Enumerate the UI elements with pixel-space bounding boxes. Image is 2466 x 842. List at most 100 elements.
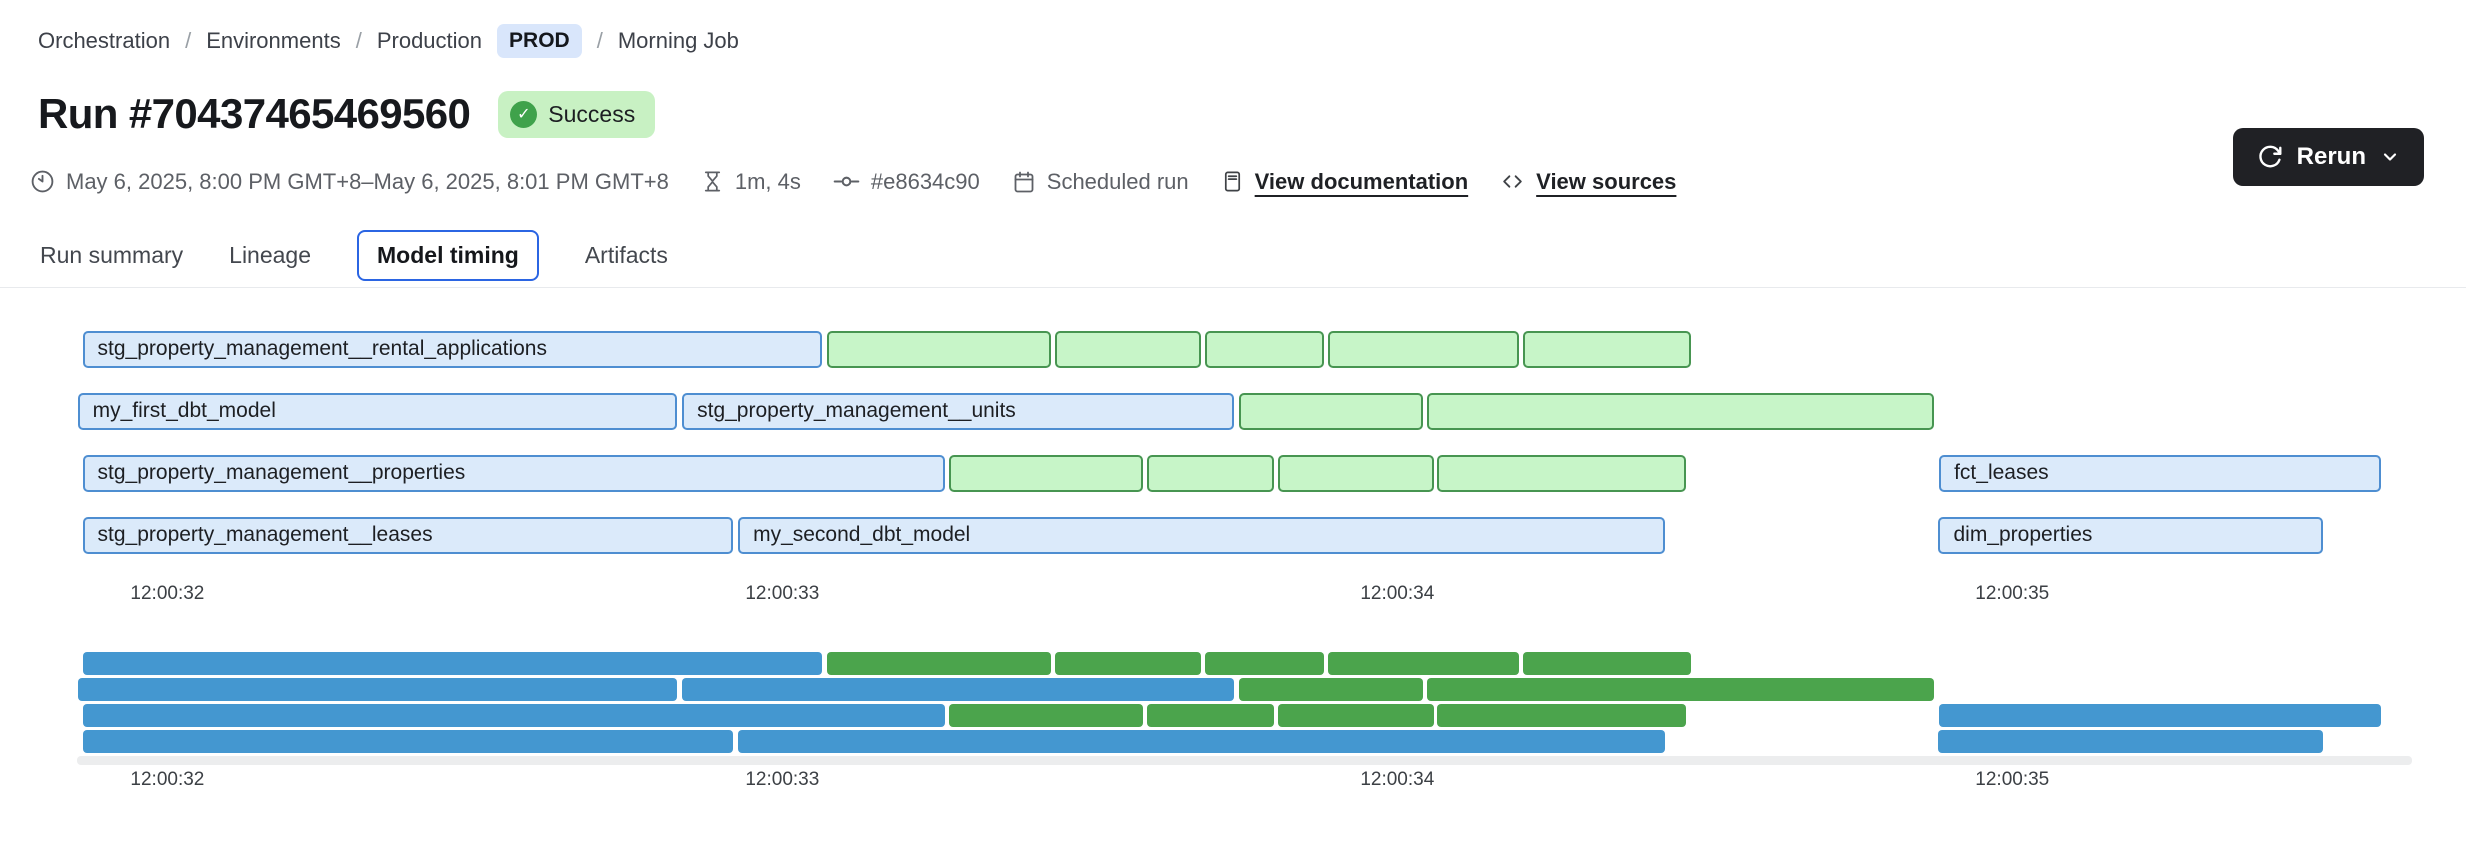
minimap-row [77,678,2412,701]
gantt-bar-model[interactable]: my_first_dbt_model [77,393,677,430]
minimap-bar-test [1205,652,1324,675]
minimap-bar-test [826,652,1052,675]
minimap-bar-model [82,652,823,675]
tab-artifacts[interactable]: Artifacts [584,242,668,268]
minimap-bar-model [738,730,1666,753]
tab-model-timing[interactable]: Model timing [357,230,539,281]
axis-tick-label: 12:00:35 [1975,769,2050,790]
minimap-bar-test [949,704,1144,727]
axis-tick-label: 12:00:34 [1360,583,1435,604]
view-documentation-link[interactable]: View documentation [1221,168,1469,195]
meta-commit: #e8634c90 [833,168,980,195]
gantt-bar-test[interactable] [1327,331,1520,368]
check-icon: ✓ [510,100,538,128]
meta-trigger-text: Scheduled run [1046,168,1189,194]
minimap-bar-test [1522,652,1692,675]
gantt-bar-model[interactable]: stg_property_management__rental_applicat… [82,331,823,368]
minimap-bar-test [1436,704,1687,727]
minimap-bar-model [1939,704,2381,727]
tab-run-summary[interactable]: Run summary [40,242,184,268]
model-timing-minimap[interactable] [77,652,2412,756]
minimap-bar-test [1278,704,1434,727]
gantt-bar-test[interactable] [949,455,1144,492]
gantt-bar-model[interactable]: stg_property_management__properties [82,455,946,492]
minimap-bar-test [1426,678,1935,701]
view-sources-text[interactable]: View sources [1536,168,1677,194]
axis-tick-label: 12:00:32 [130,769,205,790]
model-timing-chart: stg_property_management__rental_applicat… [77,331,2412,579]
model-timing-axis: 12:00:32 12:00:33 12:00:34 12:00:35 [77,583,2412,609]
axis-tick-label: 12:00:33 [745,583,820,604]
breadcrumb-separator: / [596,28,603,53]
minimap-bar-test [1238,678,1424,701]
gantt-bar-test[interactable] [1522,331,1692,368]
minimap-row [77,704,2412,727]
breadcrumb-environments[interactable]: Environments [206,28,341,53]
meta-commit-text: #e8634c90 [870,168,980,194]
breadcrumb-separator: / [185,28,192,53]
minimap-scrollbar-track[interactable] [77,756,2412,765]
env-prod-badge: PROD [497,24,582,58]
refresh-icon [2258,145,2282,168]
status-badge: ✓ Success [498,90,656,138]
gantt-bar-test[interactable] [826,331,1052,368]
gantt-bar-label: stg_property_management__leases [97,523,433,546]
rerun-button-label: Rerun [2296,143,2366,170]
gantt-bar-test[interactable] [1426,393,1935,430]
meta-time-range-text: May 6, 2025, 8:00 PM GMT+8–May 6, 2025, … [66,168,669,194]
axis-tick-label: 12:00:33 [745,769,820,790]
status-badge-label: Success [548,100,636,127]
gantt-bar-model[interactable]: fct_leases [1939,455,2381,492]
gantt-bar-label: fct_leases [1954,461,2049,484]
minimap-axis: 12:00:32 12:00:33 12:00:34 12:00:35 [77,769,2412,795]
gantt-bar-label: stg_property_management__rental_applicat… [97,337,547,360]
breadcrumb-orchestration[interactable]: Orchestration [38,28,171,53]
breadcrumb: Orchestration / Environments / Productio… [38,24,739,58]
calendar-icon [1014,171,1034,192]
gantt-bar-test[interactable] [1205,331,1324,368]
gantt-bar-test[interactable] [1436,455,1687,492]
gantt-bar-label: dim_properties [1953,523,2093,546]
breadcrumb-morning-job[interactable]: Morning Job [617,28,739,53]
axis-tick-label: 12:00:35 [1975,583,2050,604]
gantt-row: stg_property_management__rental_applicat… [77,331,2412,368]
breadcrumb-production[interactable]: Production [376,28,483,53]
minimap-bar-model [1938,730,2324,753]
gantt-bar-model[interactable]: my_second_dbt_model [738,517,1666,554]
run-meta-row: May 6, 2025, 8:00 PM GMT+8–May 6, 2025, … [30,168,1676,195]
minimap-bar-model [82,704,946,727]
gantt-bar-label: my_second_dbt_model [753,523,971,546]
document-icon [1224,171,1240,192]
gantt-row: stg_property_management__leases my_second… [77,517,2412,554]
gantt-row: my_first_dbt_model stg_property_managemen… [77,393,2412,430]
view-sources-link[interactable]: View sources [1500,169,1676,195]
view-documentation-text[interactable]: View documentation [1254,168,1469,194]
gantt-bar-model[interactable]: stg_property_management__leases [82,517,734,554]
rerun-button[interactable]: Rerun [2232,128,2424,186]
minimap-row [77,652,2412,675]
breadcrumb-separator: / [355,28,362,53]
minimap-bar-test [1054,652,1202,675]
gantt-bar-test[interactable] [1238,393,1424,430]
chevron-down-icon [2383,153,2397,161]
meta-duration-text: 1m, 4s [734,168,801,194]
gantt-bar-test[interactable] [1054,331,1202,368]
gantt-bar-model[interactable]: stg_property_management__units [682,393,1235,430]
gantt-bar-model[interactable]: dim_properties [1938,517,2324,554]
tab-lineage[interactable]: Lineage [229,242,312,268]
meta-trigger: Scheduled run [1012,169,1189,195]
gantt-bar-label: my_first_dbt_model [92,399,276,422]
minimap-row [77,730,2412,753]
axis-tick-label: 12:00:34 [1360,769,1435,790]
gantt-bar-test[interactable] [1147,455,1275,492]
minimap-bar-model [77,678,677,701]
gantt-bar-test[interactable] [1278,455,1434,492]
meta-duration: 1m, 4s [701,169,801,195]
tabs-divider [0,287,2466,288]
meta-time-range: May 6, 2025, 8:00 PM GMT+8–May 6, 2025, … [30,169,669,195]
git-commit-icon [833,176,860,187]
code-icon [1503,175,1522,188]
gantt-bar-label: stg_property_management__properties [97,461,466,484]
axis-tick-label: 12:00:32 [130,583,205,604]
minimap-bar-test [1327,652,1520,675]
